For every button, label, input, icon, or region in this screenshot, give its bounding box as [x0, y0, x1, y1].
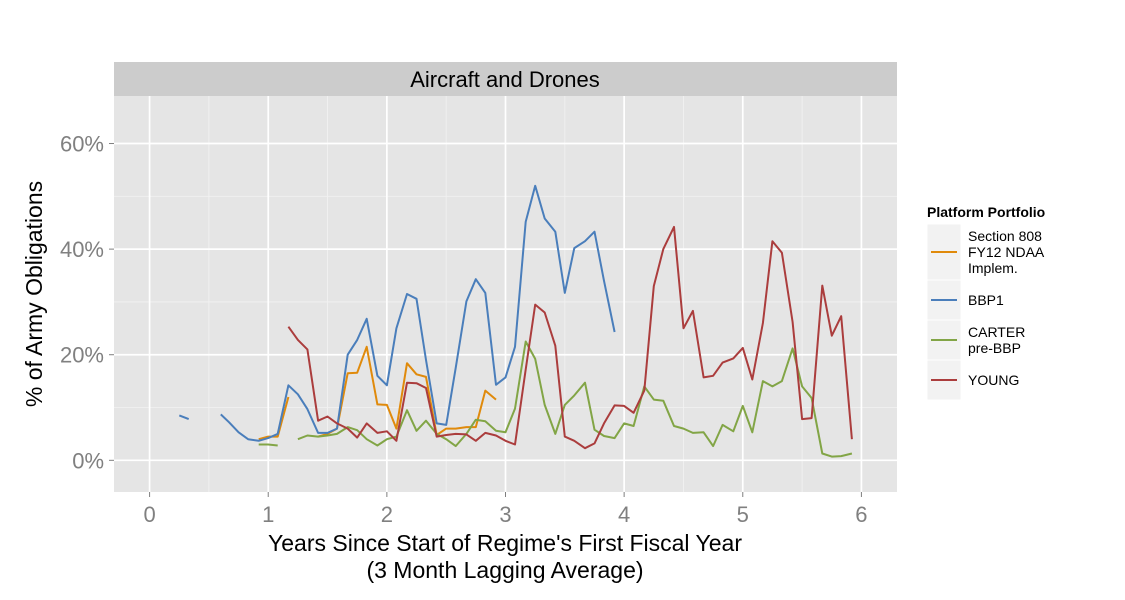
legend-title: Platform Portfolio: [927, 204, 1045, 220]
y-tick-label: 60%: [60, 132, 104, 157]
x-axis-title: Years Since Start of Regime's First Fisc…: [268, 530, 742, 556]
x-tick-label: 2: [381, 502, 393, 527]
series-line-bbp1: [178, 414, 190, 421]
series-layer: [178, 184, 853, 458]
x-tick-label: 4: [618, 502, 630, 527]
legend-label: CARTER: [968, 324, 1025, 340]
legend-label: pre-BBP: [968, 340, 1021, 356]
x-tick-label: 3: [499, 502, 511, 527]
series-line-young: [287, 225, 853, 450]
y-tick-label: 20%: [60, 343, 104, 368]
legend-label: Section 808: [968, 228, 1042, 244]
y-axis: 0% 20% 40% 60%: [60, 132, 114, 473]
legend-label: FY12 NDAA: [968, 244, 1045, 260]
y-axis-title: % of Army Obligations: [21, 181, 47, 407]
series-line-carter-pre-bbp: [297, 340, 853, 458]
y-tick-label: 0%: [72, 448, 104, 473]
major-gridlines: [114, 96, 897, 492]
x-tick-label: 0: [143, 502, 155, 527]
legend-label: BBP1: [968, 292, 1004, 308]
x-axis: 0 1 2 3 4 5 6: [143, 492, 868, 527]
legend-label: Implem.: [968, 260, 1018, 276]
series-line-bbp1: [220, 184, 616, 442]
x-axis-subtitle: (3 Month Lagging Average): [366, 557, 643, 583]
x-tick-label: 6: [855, 502, 867, 527]
x-tick-label: 1: [262, 502, 274, 527]
panel-strip: [114, 62, 897, 96]
series-line-carter-pre-bbp: [258, 443, 278, 447]
x-tick-label: 5: [737, 502, 749, 527]
panel-title: Aircraft and Drones: [410, 67, 600, 92]
legend-label: YOUNG: [968, 372, 1019, 388]
series-line-section-808-fy12-ndaa-implem: [317, 345, 497, 438]
y-tick-label: 40%: [60, 237, 104, 262]
